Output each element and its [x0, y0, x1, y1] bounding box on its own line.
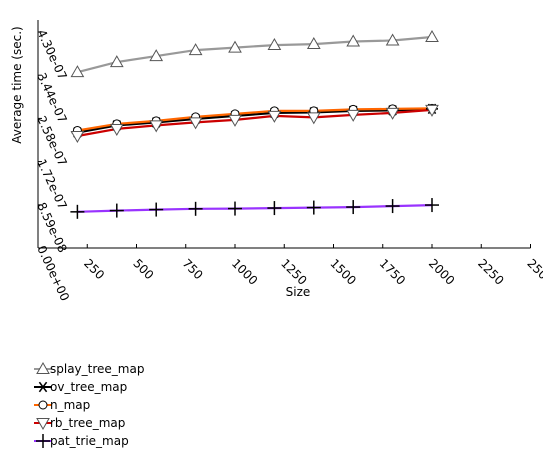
data-point-pat_trie_map	[346, 200, 361, 215]
data-point-rb_tree_map	[306, 112, 321, 125]
data-point-splay_tree_map	[149, 49, 164, 62]
series-line-ov_tree_map	[77, 107, 433, 134]
legend-marker	[38, 400, 48, 410]
data-point-rb_tree_map	[425, 104, 439, 117]
marker-shape	[267, 110, 282, 123]
marker-shape	[425, 30, 439, 43]
legend-label: splay_tree_map	[50, 362, 144, 376]
data-point-splay_tree_map	[228, 40, 242, 53]
series-line-rb_tree_map	[77, 108, 433, 138]
marker-shape	[188, 117, 203, 130]
data-point-pat_trie_map	[306, 200, 321, 215]
legend-item: splay_tree_map	[34, 361, 144, 376]
series-line-splay_tree_map	[77, 35, 433, 74]
data-point-pat_trie_map	[70, 204, 85, 219]
marker-shape	[267, 38, 282, 51]
legend-item: ov_tree_map	[34, 380, 127, 394]
series-line-n_map	[77, 107, 433, 132]
marker-shape	[149, 49, 164, 62]
marker-shape	[346, 109, 361, 122]
marker-shape	[38, 381, 48, 393]
x-tick-label: 1250	[278, 256, 309, 287]
data-point-splay_tree_map	[70, 65, 85, 78]
legend: splay_tree_map ov_tree_map n_map rb_tree_ma…	[34, 361, 144, 448]
marker-shape	[385, 107, 400, 120]
marker-shape	[228, 40, 242, 53]
data-point-rb_tree_map	[228, 114, 242, 127]
x-tick-label: 250	[81, 256, 107, 282]
y-axis-title: Average time (sec.)	[10, 26, 24, 143]
x-tick-label: 2500	[524, 256, 543, 287]
marker-shape	[306, 37, 321, 50]
marker-shape	[70, 130, 85, 143]
legend-marker	[36, 418, 50, 431]
marker-shape	[36, 418, 50, 431]
legend-marker	[36, 361, 50, 374]
data-point-rb_tree_map	[346, 109, 361, 122]
data-point-splay_tree_map	[346, 34, 361, 47]
data-point-pat_trie_map	[109, 203, 124, 218]
marker-shape	[70, 65, 85, 78]
marker-shape	[228, 114, 242, 127]
marker-shape	[385, 33, 400, 46]
legend-label: pat_trie_map	[50, 434, 129, 448]
x-tick-label: 2250	[475, 256, 506, 287]
legend-item: rb_tree_map	[34, 416, 125, 431]
y-tick-label: 0.00e+00	[34, 243, 72, 303]
legend-marker	[37, 381, 49, 393]
data-point-pat_trie_map	[188, 201, 203, 216]
x-tick-label: 2000	[426, 256, 457, 287]
data-point-rb_tree_map	[188, 117, 203, 130]
legend-item: n_map	[34, 398, 90, 412]
data-point-rb_tree_map	[385, 107, 400, 120]
legend-label: rb_tree_map	[50, 416, 125, 430]
marker-shape	[306, 112, 321, 125]
data-point-pat_trie_map	[149, 202, 164, 217]
marker-shape	[346, 34, 361, 47]
x-tick-label: 500	[130, 256, 156, 282]
marker-shape	[425, 104, 439, 117]
marker-shape	[109, 55, 124, 68]
x-tick-label: 1000	[229, 256, 260, 287]
data-point-splay_tree_map	[188, 43, 203, 56]
legend-label: n_map	[50, 398, 90, 412]
legend-item: pat_trie_map	[34, 434, 129, 448]
data-point-rb_tree_map	[267, 110, 282, 123]
data-point-rb_tree_map	[109, 123, 124, 136]
marker-shape	[36, 361, 50, 374]
data-point-splay_tree_map	[425, 30, 439, 43]
axes: 0.00e+008.59e-081.72e-072.58e-073.44e-07…	[10, 20, 543, 303]
marker-shape	[109, 123, 124, 136]
data-point-splay_tree_map	[385, 33, 400, 46]
legend-marker	[36, 434, 50, 448]
data-point-pat_trie_map	[425, 198, 439, 213]
data-point-splay_tree_map	[306, 37, 321, 50]
x-tick-label: 1500	[327, 256, 358, 287]
marker-shape	[188, 43, 203, 56]
marker-shape	[38, 400, 48, 410]
x-axis-title: Size	[286, 285, 311, 299]
data-point-splay_tree_map	[267, 38, 282, 51]
legend-label: ov_tree_map	[50, 380, 127, 394]
data-point-splay_tree_map	[109, 55, 124, 68]
data-point-rb_tree_map	[149, 120, 164, 133]
x-tick-label: 750	[180, 256, 206, 282]
data-point-pat_trie_map	[267, 201, 282, 216]
data-point-pat_trie_map	[385, 199, 400, 214]
marker-shape	[149, 120, 164, 133]
plot-area	[70, 30, 439, 219]
data-point-pat_trie_map	[228, 201, 242, 216]
data-point-rb_tree_map	[70, 130, 85, 143]
series-line-pat_trie_map	[77, 204, 433, 213]
x-tick-label: 1750	[377, 256, 408, 287]
